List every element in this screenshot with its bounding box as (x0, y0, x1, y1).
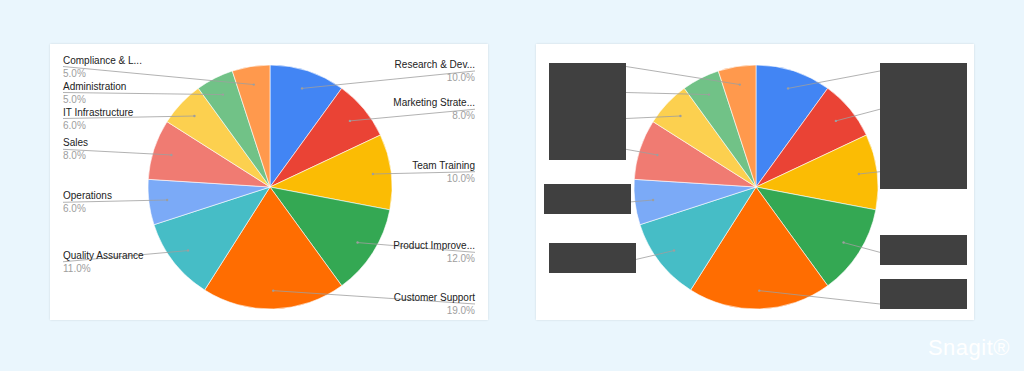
svg-text:6.0%: 6.0% (63, 203, 86, 214)
svg-text:5.0%: 5.0% (63, 94, 86, 105)
svg-text:5.0%: 5.0% (63, 68, 86, 79)
svg-text:Product Improve...: Product Improve... (393, 240, 475, 251)
svg-text:Customer Support: Customer Support (394, 292, 475, 303)
svg-text:Sales: Sales (63, 137, 88, 148)
svg-text:Marketing Strate...: Marketing Strate... (393, 97, 475, 108)
svg-text:Research & Dev...: Research & Dev... (395, 59, 475, 70)
svg-text:8.0%: 8.0% (63, 150, 86, 161)
svg-text:10.0%: 10.0% (447, 173, 475, 184)
svg-text:Team Training: Team Training (412, 160, 475, 171)
svg-text:12.0%: 12.0% (447, 253, 475, 264)
svg-text:19.0%: 19.0% (447, 305, 475, 316)
svg-text:11.0%: 11.0% (63, 263, 91, 274)
html-text:Snagit®: Snagit® (927, 335, 1010, 360)
svg-text:Operations: Operations (63, 190, 112, 201)
svg-text:Compliance & L...: Compliance & L... (63, 55, 142, 66)
svg-text:10.0%: 10.0% (447, 72, 475, 83)
svg-text:IT Infrastructure: IT Infrastructure (63, 107, 134, 118)
svg-text:8.0%: 8.0% (452, 110, 475, 121)
svg-text:Quality Assurance: Quality Assurance (63, 250, 144, 261)
svg-text:6.0%: 6.0% (63, 120, 86, 131)
svg-text:Administration: Administration (63, 81, 126, 92)
